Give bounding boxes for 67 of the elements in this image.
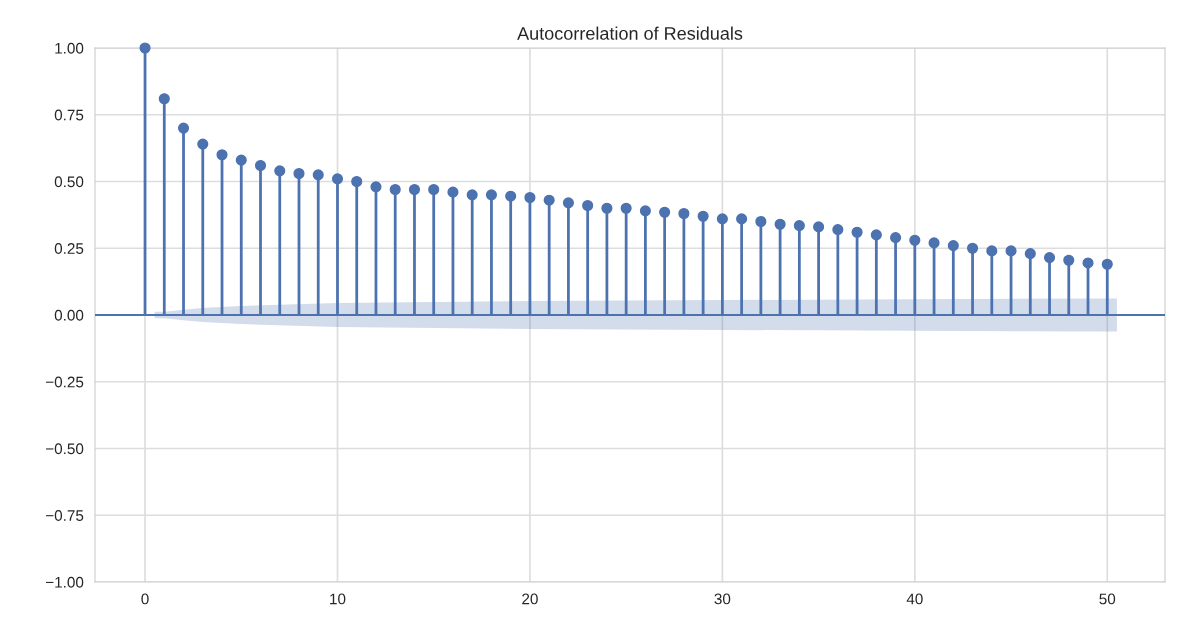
point (312, 169, 324, 181)
point (485, 189, 497, 201)
y-tick-label: −1.00 (45, 576, 84, 588)
y-tick-label: −0.25 (45, 376, 84, 388)
x-tick-label: 20 (522, 593, 538, 605)
point (928, 237, 940, 249)
point (428, 183, 440, 196)
point (620, 202, 632, 214)
point (870, 229, 882, 241)
point (697, 210, 709, 222)
point (1101, 258, 1113, 270)
point (601, 202, 613, 214)
point (254, 159, 267, 172)
point (1043, 252, 1056, 264)
x-tick-label: 30 (714, 593, 731, 605)
y-tick-label: 0.50 (54, 176, 84, 188)
point (813, 221, 825, 233)
point (890, 232, 902, 244)
x-tick-label: 0 (141, 593, 149, 605)
point (216, 149, 228, 161)
point (793, 219, 805, 232)
point (197, 138, 209, 150)
point (659, 206, 671, 218)
point (639, 205, 651, 217)
point (1005, 245, 1017, 257)
point (293, 167, 305, 180)
point (370, 181, 382, 193)
y-tick-label: 0.00 (54, 309, 84, 321)
point (582, 199, 594, 212)
point (505, 190, 517, 202)
point (832, 224, 844, 236)
y-tick-label: 1.00 (55, 42, 84, 54)
point (851, 226, 863, 238)
point (1082, 257, 1094, 269)
point (447, 186, 459, 198)
point (947, 240, 959, 252)
point (716, 213, 728, 225)
x-tick-label: 40 (906, 593, 923, 605)
point (678, 207, 690, 220)
chart-title: Autocorrelation of Residuals (517, 26, 743, 40)
point (562, 197, 574, 209)
point (543, 194, 555, 206)
point (966, 242, 979, 254)
point (139, 42, 151, 54)
x-tick-label: 10 (330, 593, 346, 605)
y-tick-label: 0.75 (54, 109, 84, 121)
point (389, 183, 401, 196)
point (351, 175, 363, 188)
point (235, 154, 247, 166)
point (524, 191, 536, 204)
point (755, 215, 767, 228)
point (177, 122, 190, 134)
point (408, 183, 421, 196)
y-tick-label: −0.50 (45, 443, 84, 455)
point (158, 93, 170, 105)
x-tick-label: 50 (1099, 593, 1116, 605)
point (1024, 248, 1036, 260)
point (986, 245, 998, 257)
point (331, 173, 344, 185)
point (1063, 254, 1075, 266)
point (466, 189, 478, 201)
point (736, 213, 748, 225)
point (774, 218, 786, 230)
point (909, 234, 921, 246)
point (274, 165, 286, 177)
y-tick-label: −0.75 (45, 510, 84, 521)
y-tick-label: 0.25 (54, 243, 84, 254)
